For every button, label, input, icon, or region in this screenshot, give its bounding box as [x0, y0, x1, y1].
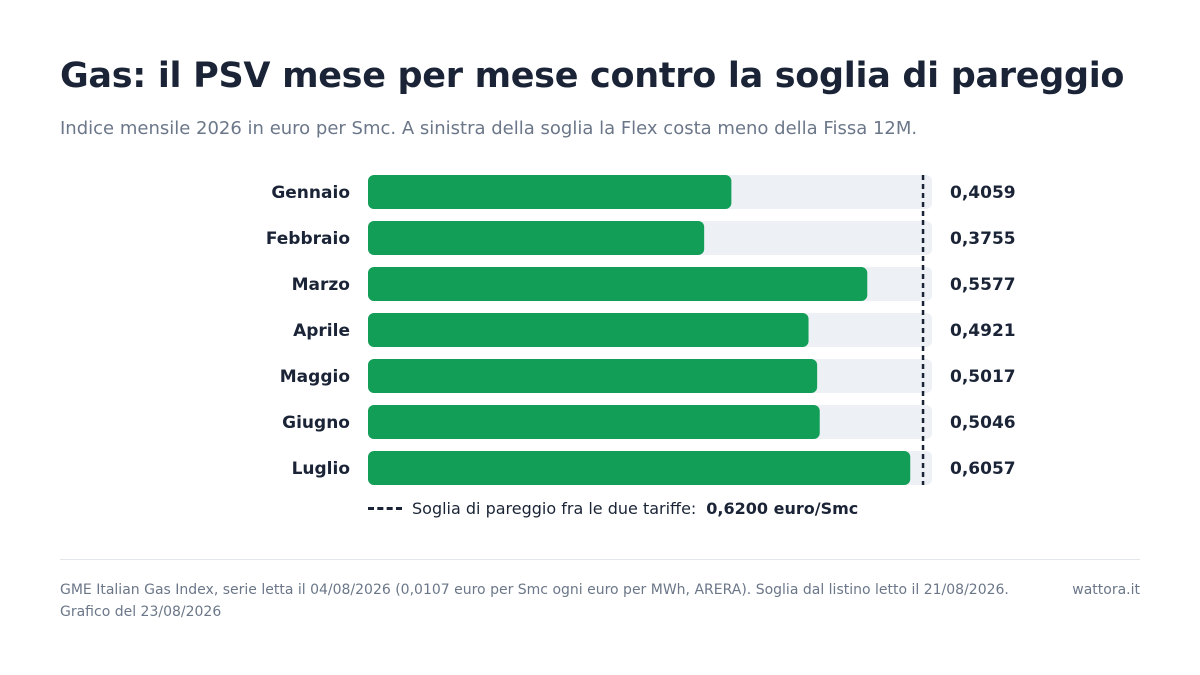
legend-dash-swatch — [368, 507, 402, 510]
category-label: Aprile — [293, 321, 350, 341]
value-label: 0,5017 — [950, 367, 1016, 387]
category-label: Febbraio — [266, 229, 350, 249]
bar — [368, 359, 818, 393]
value-label: 0,5046 — [950, 413, 1016, 433]
value-label: 0,3755 — [950, 229, 1016, 249]
chart-subtitle: Indice mensile 2026 in euro per Smc. A s… — [60, 118, 918, 139]
bar — [368, 451, 911, 485]
value-label: 0,4059 — [950, 183, 1016, 203]
source-line-1: GME Italian Gas Index, serie letta il 04… — [60, 582, 1009, 598]
source-line-2: Grafico del 23/08/2026 — [60, 604, 222, 620]
bar — [368, 221, 705, 255]
category-label: Maggio — [280, 367, 350, 387]
legend-label: Soglia di pareggio fra le due tariffe: — [412, 499, 697, 518]
category-label: Giugno — [282, 413, 350, 433]
bar — [368, 313, 809, 347]
value-label: 0,6057 — [950, 459, 1016, 479]
value-label: 0,5577 — [950, 275, 1016, 295]
value-label: 0,4921 — [950, 321, 1016, 341]
chart-title: Gas: il PSV mese per mese contro la sogl… — [60, 56, 1125, 96]
category-label: Luglio — [292, 459, 350, 479]
source-note: GME Italian Gas Index, serie letta il 04… — [60, 579, 1040, 623]
brand-label: wattora.it — [1072, 582, 1140, 598]
bar — [368, 405, 820, 439]
threshold-legend: Soglia di pareggio fra le due tariffe: 0… — [368, 499, 858, 518]
footer-divider — [60, 559, 1140, 560]
category-label: Gennaio — [271, 183, 350, 203]
legend-value: 0,6200 euro/Smc — [706, 499, 859, 518]
category-label: Marzo — [292, 275, 350, 295]
bar — [368, 267, 868, 301]
bar — [368, 175, 732, 209]
